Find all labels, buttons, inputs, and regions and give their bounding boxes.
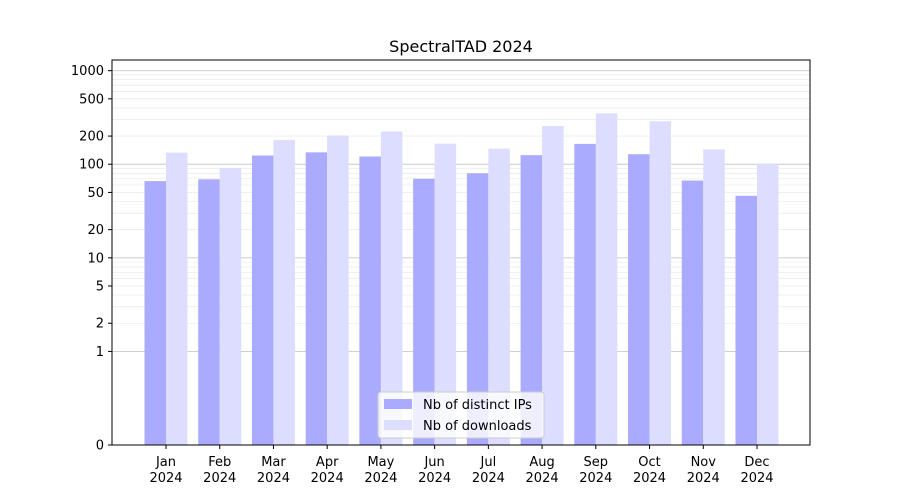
bar-downloads xyxy=(380,131,403,446)
x-axis: Jan2024Feb2024Mar2024Apr2024May2024Jun20… xyxy=(149,445,774,486)
legend-box xyxy=(377,391,545,439)
bar-downloads xyxy=(703,149,725,445)
x-tick-label-month: May xyxy=(367,455,394,470)
bar-distinct-ips xyxy=(574,143,596,445)
bar-downloads xyxy=(649,121,672,445)
x-tick-label-month: Apr xyxy=(316,455,339,470)
x-tick-label-year: 2024 xyxy=(364,471,397,486)
y-tick-label: 2 xyxy=(96,317,104,332)
y-tick-label: 500 xyxy=(79,92,104,107)
x-tick-label-month: Feb xyxy=(208,455,231,470)
y-tick-label: 5 xyxy=(96,280,104,295)
bar-downloads xyxy=(219,168,242,445)
bar-downloads xyxy=(327,135,349,445)
legend-swatch-downloads xyxy=(384,420,412,430)
y-tick-label: 50 xyxy=(87,186,104,201)
bar-distinct-ips xyxy=(628,154,650,446)
bar-downloads xyxy=(434,143,457,445)
x-tick-label-year: 2024 xyxy=(740,471,773,486)
y-tick-label: 1000 xyxy=(71,64,104,79)
legend-label-downloads: Nb of downloads xyxy=(423,419,532,434)
y-tick-label: 1 xyxy=(96,345,104,360)
x-tick-label-month: Jul xyxy=(480,455,497,470)
x-tick-label-month: Jan xyxy=(155,455,176,470)
bar-distinct-ips xyxy=(251,155,274,445)
x-tick-label-year: 2024 xyxy=(418,471,451,486)
legend-swatch-distinct-ips xyxy=(384,399,412,409)
x-tick-label-month: Oct xyxy=(638,455,660,470)
plot-frame xyxy=(111,59,811,446)
x-tick-label-month: Dec xyxy=(744,455,769,470)
x-tick-label-year: 2024 xyxy=(149,471,182,486)
bar-distinct-ips xyxy=(359,156,381,446)
bar-distinct-ips xyxy=(144,181,166,445)
bar-distinct-ips xyxy=(198,179,220,445)
x-tick-label-year: 2024 xyxy=(311,471,344,486)
y-tick-label: 10 xyxy=(87,251,104,266)
bar-distinct-ips xyxy=(413,178,435,446)
x-tick-label-month: Jun xyxy=(423,455,444,470)
x-tick-label-month: Mar xyxy=(261,455,286,470)
legend: Nb of distinct IPs Nb of downloads xyxy=(377,391,545,439)
bar-distinct-ips xyxy=(466,173,489,445)
bars xyxy=(144,113,779,446)
bar-downloads xyxy=(273,140,295,446)
bar-distinct-ips xyxy=(681,180,704,446)
x-tick-label-year: 2024 xyxy=(203,471,236,486)
y-tick-label: 20 xyxy=(87,223,104,238)
bar-downloads xyxy=(542,126,564,446)
bar-distinct-ips xyxy=(305,152,328,445)
bar-downloads xyxy=(488,148,510,445)
x-tick-label-month: Nov xyxy=(691,455,717,470)
y-tick-label: 0 xyxy=(96,439,104,454)
x-tick-label-year: 2024 xyxy=(257,471,290,486)
bar-downloads xyxy=(595,113,618,446)
chart-title: SpectralTAD 2024 xyxy=(389,37,533,56)
y-tick-label: 100 xyxy=(79,158,104,173)
bar-downloads xyxy=(166,152,188,445)
x-tick-label-year: 2024 xyxy=(526,471,559,486)
y-tick-label: 200 xyxy=(79,130,104,145)
x-tick-label-year: 2024 xyxy=(633,471,666,486)
bar-distinct-ips xyxy=(520,155,543,445)
y-axis: 0 1 2 5 10 20 50 100 200 500 1000 xyxy=(71,64,112,454)
legend-label-distinct-ips: Nb of distinct IPs xyxy=(423,398,532,413)
bar-distinct-ips xyxy=(735,195,757,445)
x-tick-label-month: Aug xyxy=(529,455,554,470)
x-tick-label-year: 2024 xyxy=(687,471,720,486)
x-tick-label-month: Sep xyxy=(584,455,609,470)
x-tick-label-year: 2024 xyxy=(472,471,505,486)
x-tick-label-year: 2024 xyxy=(579,471,612,486)
bar-downloads xyxy=(757,163,779,445)
